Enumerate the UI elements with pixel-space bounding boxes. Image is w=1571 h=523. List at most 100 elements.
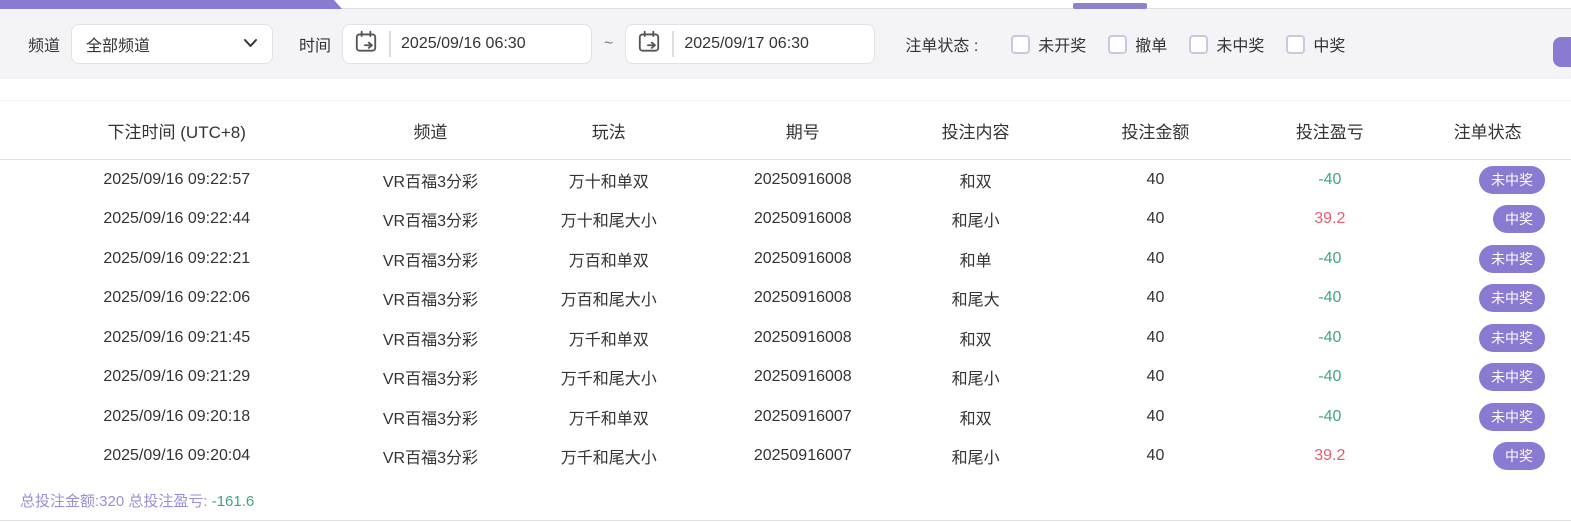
table-row: 2025/09/16 09:20:18 VR百福3分彩 万千和单双 202509…: [0, 397, 1571, 437]
cell-period: 20250916007: [753, 407, 852, 425]
input-divider: [389, 31, 392, 57]
cell-time: 2025/09/16 09:20:04: [103, 447, 251, 465]
table-row: 2025/09/16 09:21:29 VR百福3分彩 万千和尾大小 20250…: [0, 358, 1571, 398]
status-badge: 中奖: [1492, 205, 1545, 234]
cell-amount: 40: [1146, 368, 1165, 386]
column-header: 注单状态: [1453, 122, 1522, 142]
filter-bar: 频道 全部频道 时间 2025/09/16 06:30 ~: [0, 9, 1571, 79]
cell-channel: VR百福3分彩: [382, 331, 479, 349]
status-badge: 未中奖: [1478, 244, 1545, 273]
checkbox-unchecked-icon[interactable]: [1286, 34, 1306, 54]
table-header-row: 下注时间 (UTC+8) 频道 玩法 期号 投注内容 投注金额 投注盈亏 注单状态: [0, 100, 1571, 160]
totals-summary: 总投注金额:320 总投注盈亏: -161.6: [20, 490, 1571, 511]
cell-status: 未中奖: [1404, 402, 1571, 431]
cell-period: 20250916008: [753, 170, 852, 188]
cell-channel: VR百福3分彩: [382, 371, 479, 389]
status-filter-group: 未开奖 撤单 未中奖 中奖: [989, 32, 1345, 56]
cell-content: 和尾小: [951, 213, 1000, 231]
cell-channel: VR百福3分彩: [382, 213, 479, 231]
cell-amount: 40: [1146, 170, 1165, 188]
checkbox-label: 未开奖: [1038, 38, 1087, 55]
cell-play: 万百和尾大小: [560, 292, 657, 310]
profit-value: -40: [1318, 249, 1342, 267]
status-checkbox-item[interactable]: 撤单: [1108, 32, 1167, 56]
cell-period: 20250916008: [753, 368, 852, 386]
cell-channel: VR百福3分彩: [382, 450, 479, 468]
status-checkbox-item[interactable]: 未开奖: [1011, 32, 1086, 56]
column-header: 下注时间 (UTC+8): [107, 122, 246, 142]
cell-play: 万千和尾大小: [560, 371, 657, 389]
date-input-to[interactable]: 2025/09/17 06:30: [625, 24, 876, 64]
checkbox-unchecked-icon[interactable]: [1189, 34, 1209, 54]
table-body: 2025/09/16 09:22:57 VR百福3分彩 万十和单双 202509…: [0, 160, 1571, 476]
table-row: 2025/09/16 09:22:57 VR百福3分彩 万十和单双 202509…: [0, 160, 1571, 200]
cell-amount: 40: [1146, 249, 1165, 267]
total-amount-label: 总投注金额:: [20, 493, 100, 510]
column-header: 投注金额: [1121, 122, 1190, 142]
cell-amount: 40: [1146, 289, 1165, 307]
cell-channel: VR百福3分彩: [382, 292, 479, 310]
channel-label: 频道: [28, 38, 61, 55]
status-badge: 中奖: [1492, 442, 1545, 471]
cell-channel: VR百福3分彩: [382, 410, 479, 428]
cell-content: 和尾小: [951, 450, 1000, 468]
time-label: 时间: [299, 38, 332, 55]
cell-status: 未中奖: [1404, 284, 1571, 313]
status-checkbox-item[interactable]: 中奖: [1286, 32, 1345, 56]
table-row: 2025/09/16 09:22:21 VR百福3分彩 万百和单双 202509…: [0, 239, 1571, 279]
date-from-value: 2025/09/16 06:30: [401, 35, 526, 52]
column-header: 玩法: [591, 122, 626, 142]
cell-time: 2025/09/16 09:22:06: [103, 289, 251, 307]
cell-period: 20250916007: [753, 447, 852, 465]
cell-content: 和双: [959, 331, 992, 349]
cell-content: 和双: [959, 410, 992, 428]
top-strip: [0, 0, 1571, 9]
cell-play: 万千和单双: [568, 331, 649, 349]
cell-status: 未中奖: [1404, 165, 1571, 194]
cell-play: 万百和单双: [568, 252, 649, 270]
cell-channel: VR百福3分彩: [382, 173, 479, 191]
query-button[interactable]: [1553, 37, 1571, 67]
profit-value: -40: [1318, 170, 1342, 188]
table-row: 2025/09/16 09:20:04 VR百福3分彩 万千和尾大小 20250…: [0, 437, 1571, 477]
cell-amount: 40: [1146, 210, 1165, 228]
checkbox-unchecked-icon[interactable]: [1011, 34, 1031, 54]
cell-content: 和单: [959, 252, 992, 270]
status-badge: 未中奖: [1478, 363, 1545, 392]
cell-content: 和双: [959, 173, 992, 191]
date-range-separator: ~: [604, 35, 614, 52]
cell-status: 中奖: [1404, 205, 1571, 234]
date-to-value: 2025/09/17 06:30: [684, 35, 809, 52]
cell-content: 和尾小: [951, 371, 1000, 389]
cell-time: 2025/09/16 09:22:44: [103, 210, 251, 228]
status-badge: 未中奖: [1478, 402, 1545, 431]
checkbox-unchecked-icon[interactable]: [1108, 34, 1128, 54]
profit-value: 39.2: [1314, 447, 1346, 465]
calendar-icon: [636, 29, 662, 60]
cell-period: 20250916008: [753, 249, 852, 267]
cell-status: 未中奖: [1404, 323, 1571, 352]
cell-amount: 40: [1146, 407, 1165, 425]
cell-status: 中奖: [1404, 442, 1571, 471]
status-checkbox-item[interactable]: 未中奖: [1189, 32, 1264, 56]
checkbox-label: 未中奖: [1216, 38, 1265, 55]
cell-play: 万千和单双: [568, 410, 649, 428]
bet-records-table: 下注时间 (UTC+8) 频道 玩法 期号 投注内容 投注金额 投注盈亏 注单状态 2025/…: [0, 100, 1571, 476]
table-row: 2025/09/16 09:22:44 VR百福3分彩 万十和尾大小 20250…: [0, 200, 1571, 240]
column-header: 投注盈亏: [1295, 122, 1364, 142]
total-profit-value: -161.6: [211, 493, 255, 510]
bottom-divider: [0, 520, 1571, 521]
cell-content: 和尾大: [951, 292, 1000, 310]
cell-status: 未中奖: [1404, 244, 1571, 273]
checkbox-label: 中奖: [1313, 38, 1346, 55]
channel-select-value: 全部频道: [86, 38, 151, 55]
profit-value: -40: [1318, 368, 1342, 386]
date-input-from[interactable]: 2025/09/16 06:30: [342, 24, 593, 64]
channel-select[interactable]: 全部频道: [71, 24, 274, 64]
cell-amount: 40: [1146, 447, 1165, 465]
cell-play: 万千和尾大小: [560, 450, 657, 468]
tab-indicator: [1073, 3, 1147, 9]
cell-amount: 40: [1146, 328, 1165, 346]
status-filter-label: 注单状态 :: [905, 38, 979, 55]
cell-time: 2025/09/16 09:22:57: [103, 170, 251, 188]
